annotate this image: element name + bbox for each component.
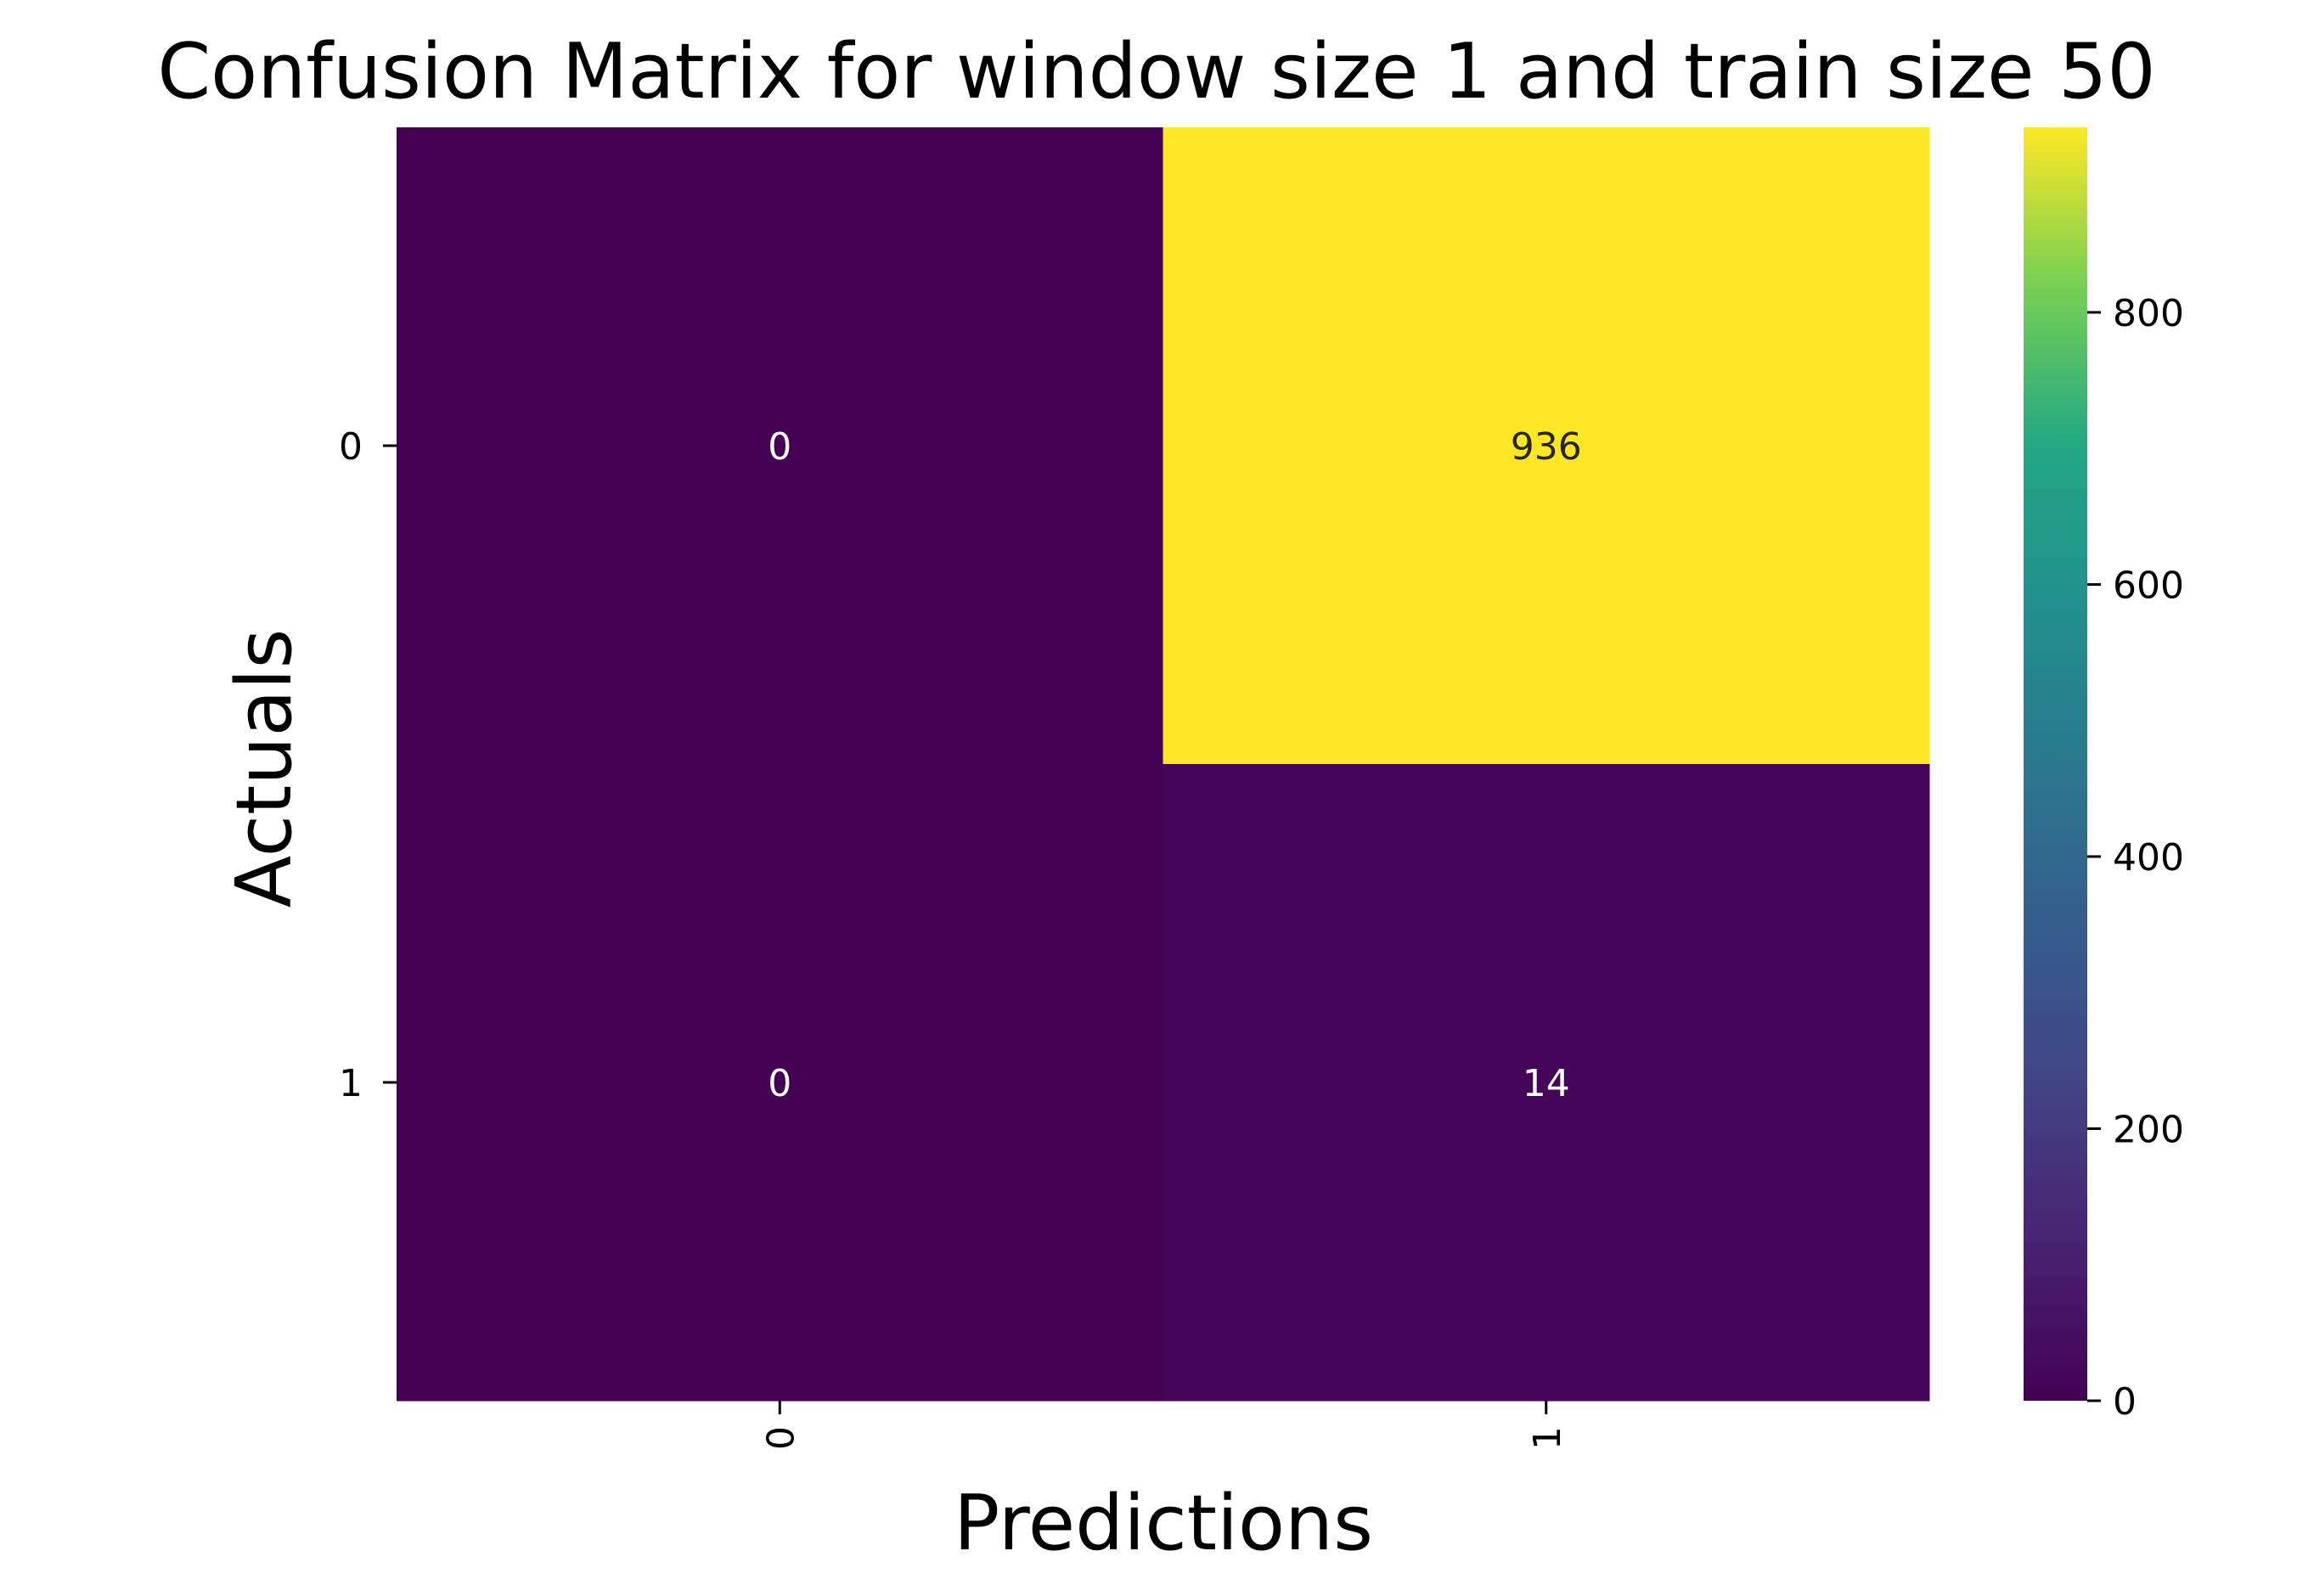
cell-value-label-r0-c1: 936 <box>1511 425 1582 469</box>
cell-value-label-r0-c0: 0 <box>768 425 791 469</box>
heatmap-cell-labels: 0 936 0 14 <box>768 425 1581 1105</box>
colorbar-tick-label: 0 <box>2113 1380 2137 1424</box>
y-tick-label: 0 <box>339 425 363 469</box>
y-axis-label: Actuals <box>220 629 309 908</box>
y-tick-label: 1 <box>339 1062 363 1105</box>
colorbar-tick-label: 800 <box>2113 292 2184 335</box>
cell-value-label-r1-c1: 14 <box>1523 1062 1570 1105</box>
x-tick-label: 0 <box>759 1426 802 1450</box>
colorbar-tick-label: 200 <box>2113 1108 2184 1151</box>
heatmap-cell-r1-c1 <box>1163 764 1930 1402</box>
heatmap-cell-r1-c0 <box>397 764 1163 1402</box>
colorbar-ticks: 0 200 400 600 800 <box>2087 292 2184 1424</box>
chart-title: Confusion Matrix for window size 1 and t… <box>157 27 2155 116</box>
cell-value-label-r1-c0: 0 <box>768 1062 791 1105</box>
colorbar <box>2024 127 2087 1401</box>
y-axis-ticks: 01 <box>339 425 397 1105</box>
heatmap-cell-r0-c1 <box>1163 127 1930 765</box>
colorbar-tick-label: 400 <box>2113 836 2184 879</box>
x-tick-label: 1 <box>1526 1426 1569 1450</box>
colorbar-tick-label: 600 <box>2113 564 2184 607</box>
heatmap-cells <box>397 127 1930 1402</box>
heatmap-cell-r0-c0 <box>397 127 1163 765</box>
x-axis-label: Predictions <box>954 1479 1373 1568</box>
